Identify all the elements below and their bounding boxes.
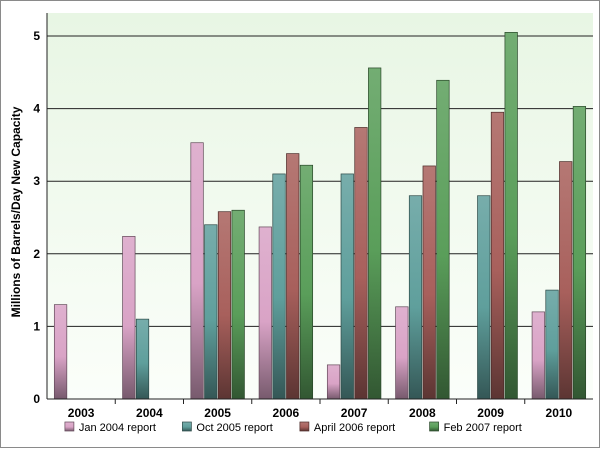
bar-oct-2005-report-2008 <box>408 195 423 400</box>
x-tick-label: 2004 <box>136 406 163 420</box>
x-tick-label: 2006 <box>273 406 300 420</box>
y-axis-label: Millions of Barrels/Day New Capacity <box>9 106 23 317</box>
legend-label: Feb 2007 report <box>444 422 522 434</box>
legend-item: Oct 2005 report <box>182 421 273 434</box>
bar-oct-2005-report-2004 <box>135 318 150 400</box>
y-tick-label: 0 <box>33 392 40 406</box>
bar-oct-2005-report-2006 <box>272 173 286 400</box>
legend-item: April 2006 report <box>299 421 395 434</box>
legend-label: April 2006 report <box>314 422 395 434</box>
bar-april-2006-report-2007 <box>354 127 368 400</box>
legend-item: Jan 2004 report <box>64 421 156 434</box>
bar-april-2006-report-2009 <box>490 111 505 400</box>
legend: Jan 2004 report Oct 2005 report April 2006… <box>64 421 522 434</box>
bar-feb-2007-report-2008 <box>436 79 450 400</box>
bar-feb-2007-report-2005 <box>231 209 245 400</box>
x-tick-label: 2005 <box>204 406 231 420</box>
y-tick-label: 4 <box>33 102 40 116</box>
bar-jan-2004-report-2008 <box>395 306 409 400</box>
bar-jan-2004-report-2005 <box>190 142 204 400</box>
bar-feb-2007-report-2006 <box>299 164 314 400</box>
bar-feb-2007-report-2010 <box>572 106 587 400</box>
bar-jan-2004-report-2006 <box>258 226 272 400</box>
bar-april-2006-report-2005 <box>217 211 232 400</box>
x-tick-label: 2010 <box>546 406 573 420</box>
legend-swatch <box>429 421 439 432</box>
bar-jan-2004-report-2007 <box>326 364 341 400</box>
bar-april-2006-report-2006 <box>286 153 300 400</box>
y-tick-label: 1 <box>33 319 40 333</box>
y-tick-label: 3 <box>33 174 40 188</box>
bar-jan-2004-report-2003 <box>53 304 68 400</box>
bar-april-2006-report-2008 <box>422 165 436 400</box>
bar-april-2006-report-2010 <box>559 161 573 400</box>
legend-label: Oct 2005 report <box>196 422 272 434</box>
legend-item: Feb 2007 report <box>429 421 522 434</box>
bars <box>53 32 587 400</box>
legend-label: Jan 2004 report <box>79 422 156 434</box>
bar-oct-2005-report-2005 <box>204 224 218 400</box>
axes: 0 1 2 3 4 5 2003 2004 2005 2006 2007 2008 2009 2010 <box>33 13 593 420</box>
legend-swatch <box>182 421 192 432</box>
bar-feb-2007-report-2009 <box>504 32 518 400</box>
bar-jan-2004-report-2004 <box>122 236 136 400</box>
x-tick-label: 2007 <box>341 406 368 420</box>
y-tick-label: 2 <box>33 247 40 261</box>
bar-feb-2007-report-2007 <box>368 67 382 400</box>
y-tick-label: 5 <box>33 29 40 43</box>
x-tick-label: 2008 <box>409 406 436 420</box>
x-tick-label: 2009 <box>477 406 504 420</box>
bar-oct-2005-report-2010 <box>545 289 559 400</box>
bar-oct-2005-report-2009 <box>477 195 491 400</box>
bar-jan-2004-report-2010 <box>531 311 545 400</box>
bar-oct-2005-report-2007 <box>340 173 354 400</box>
legend-swatch <box>299 421 310 432</box>
legend-swatch <box>64 421 75 432</box>
x-tick-label: 2003 <box>68 406 95 420</box>
